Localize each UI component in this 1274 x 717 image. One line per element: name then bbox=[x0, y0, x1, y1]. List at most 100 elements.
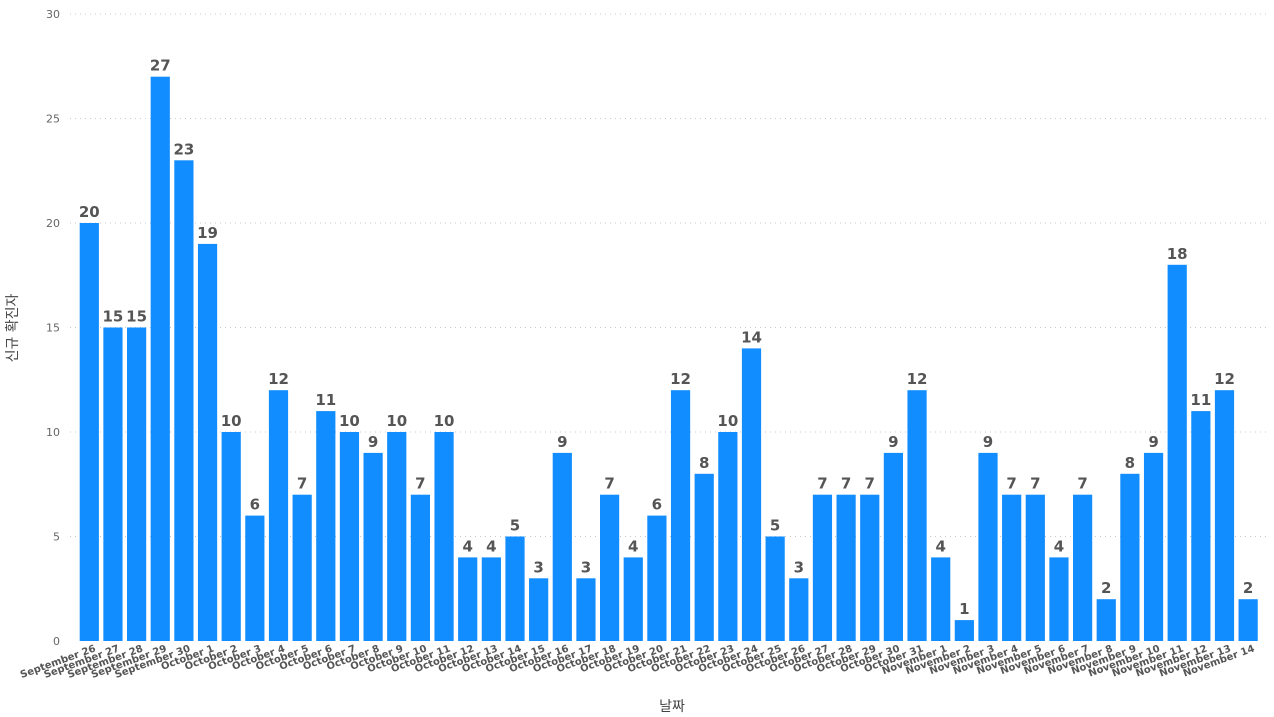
data-label: 5 bbox=[770, 517, 780, 535]
data-label: 18 bbox=[1167, 245, 1188, 263]
bar bbox=[1191, 411, 1211, 641]
data-label: 11 bbox=[315, 391, 336, 409]
data-label: 14 bbox=[741, 328, 762, 346]
bar bbox=[174, 160, 194, 642]
bar bbox=[907, 390, 927, 641]
data-label: 4 bbox=[462, 537, 472, 555]
y-tick-label: 10 bbox=[46, 426, 60, 439]
data-label: 6 bbox=[250, 496, 260, 514]
bar bbox=[292, 494, 312, 641]
data-label: 19 bbox=[197, 224, 218, 242]
bar bbox=[1073, 494, 1093, 641]
bar bbox=[1238, 599, 1258, 641]
data-label: 8 bbox=[699, 454, 709, 472]
data-label: 7 bbox=[604, 475, 614, 493]
data-label: 7 bbox=[1006, 475, 1016, 493]
bar bbox=[647, 515, 667, 641]
bar bbox=[1167, 264, 1187, 641]
bar bbox=[316, 411, 336, 641]
y-tick-label: 15 bbox=[46, 322, 60, 335]
bar bbox=[954, 620, 974, 641]
bar bbox=[505, 536, 525, 641]
data-label: 3 bbox=[581, 558, 591, 576]
data-label: 7 bbox=[865, 475, 875, 493]
bar bbox=[600, 494, 620, 641]
bar bbox=[860, 494, 880, 641]
data-label: 9 bbox=[368, 433, 378, 451]
bar bbox=[339, 432, 360, 641]
bar bbox=[1143, 452, 1164, 641]
bar bbox=[1002, 494, 1022, 641]
data-label: 10 bbox=[339, 412, 360, 430]
data-label: 12 bbox=[907, 370, 928, 388]
data-label: 3 bbox=[794, 558, 804, 576]
data-label: 15 bbox=[126, 308, 147, 326]
bar bbox=[103, 327, 123, 641]
data-label: 10 bbox=[717, 412, 738, 430]
data-label: 9 bbox=[557, 433, 567, 451]
y-tick-label: 20 bbox=[46, 217, 60, 230]
data-label: 12 bbox=[670, 370, 691, 388]
bar bbox=[552, 452, 572, 641]
data-label: 12 bbox=[268, 370, 289, 388]
bar bbox=[363, 452, 383, 641]
bar bbox=[576, 578, 596, 641]
y-tick-label: 25 bbox=[46, 113, 60, 126]
data-label: 27 bbox=[150, 57, 171, 75]
bar bbox=[931, 557, 951, 641]
bar bbox=[245, 515, 265, 641]
data-label: 4 bbox=[486, 537, 496, 555]
data-label: 20 bbox=[79, 203, 100, 221]
data-label: 4 bbox=[935, 537, 945, 555]
bar bbox=[458, 557, 478, 641]
bar bbox=[1025, 494, 1045, 641]
bar bbox=[765, 536, 785, 641]
bar bbox=[268, 390, 289, 641]
x-axis-title: 날짜 bbox=[659, 699, 685, 715]
bar bbox=[434, 432, 454, 641]
data-label: 10 bbox=[434, 412, 455, 430]
data-label: 10 bbox=[386, 412, 407, 430]
bar bbox=[221, 432, 241, 641]
bar bbox=[978, 452, 998, 641]
y-axis-title: 신규 확진자 bbox=[5, 293, 21, 362]
bar bbox=[197, 243, 218, 641]
bar bbox=[623, 557, 643, 641]
data-label: 2 bbox=[1101, 579, 1111, 597]
data-label: 7 bbox=[817, 475, 827, 493]
data-label: 3 bbox=[533, 558, 543, 576]
data-label: 9 bbox=[983, 433, 993, 451]
bar bbox=[79, 223, 99, 641]
bar bbox=[741, 348, 762, 641]
bar bbox=[529, 578, 549, 641]
data-label: 5 bbox=[510, 517, 520, 535]
bar bbox=[410, 494, 430, 641]
data-label: 4 bbox=[628, 537, 638, 555]
data-label: 11 bbox=[1190, 391, 1211, 409]
data-label: 12 bbox=[1214, 370, 1235, 388]
data-label: 7 bbox=[1030, 475, 1040, 493]
data-label: 9 bbox=[1148, 433, 1158, 451]
data-label: 7 bbox=[297, 475, 307, 493]
bar bbox=[1120, 473, 1140, 641]
data-label: 7 bbox=[415, 475, 425, 493]
data-label: 23 bbox=[173, 140, 194, 158]
data-label: 4 bbox=[1054, 537, 1064, 555]
bar bbox=[812, 494, 833, 641]
bar bbox=[1096, 599, 1116, 641]
data-label: 6 bbox=[652, 496, 662, 514]
data-label: 7 bbox=[841, 475, 851, 493]
gridlines bbox=[70, 13, 1268, 537]
bar bbox=[883, 452, 903, 641]
bar bbox=[127, 327, 147, 641]
bars bbox=[79, 76, 1258, 642]
bar bbox=[670, 390, 691, 641]
bar bbox=[150, 76, 170, 641]
data-label: 10 bbox=[221, 412, 242, 430]
bar bbox=[694, 473, 714, 641]
bar bbox=[1049, 557, 1069, 641]
y-tick-label: 5 bbox=[53, 531, 60, 544]
data-label: 7 bbox=[1077, 475, 1087, 493]
